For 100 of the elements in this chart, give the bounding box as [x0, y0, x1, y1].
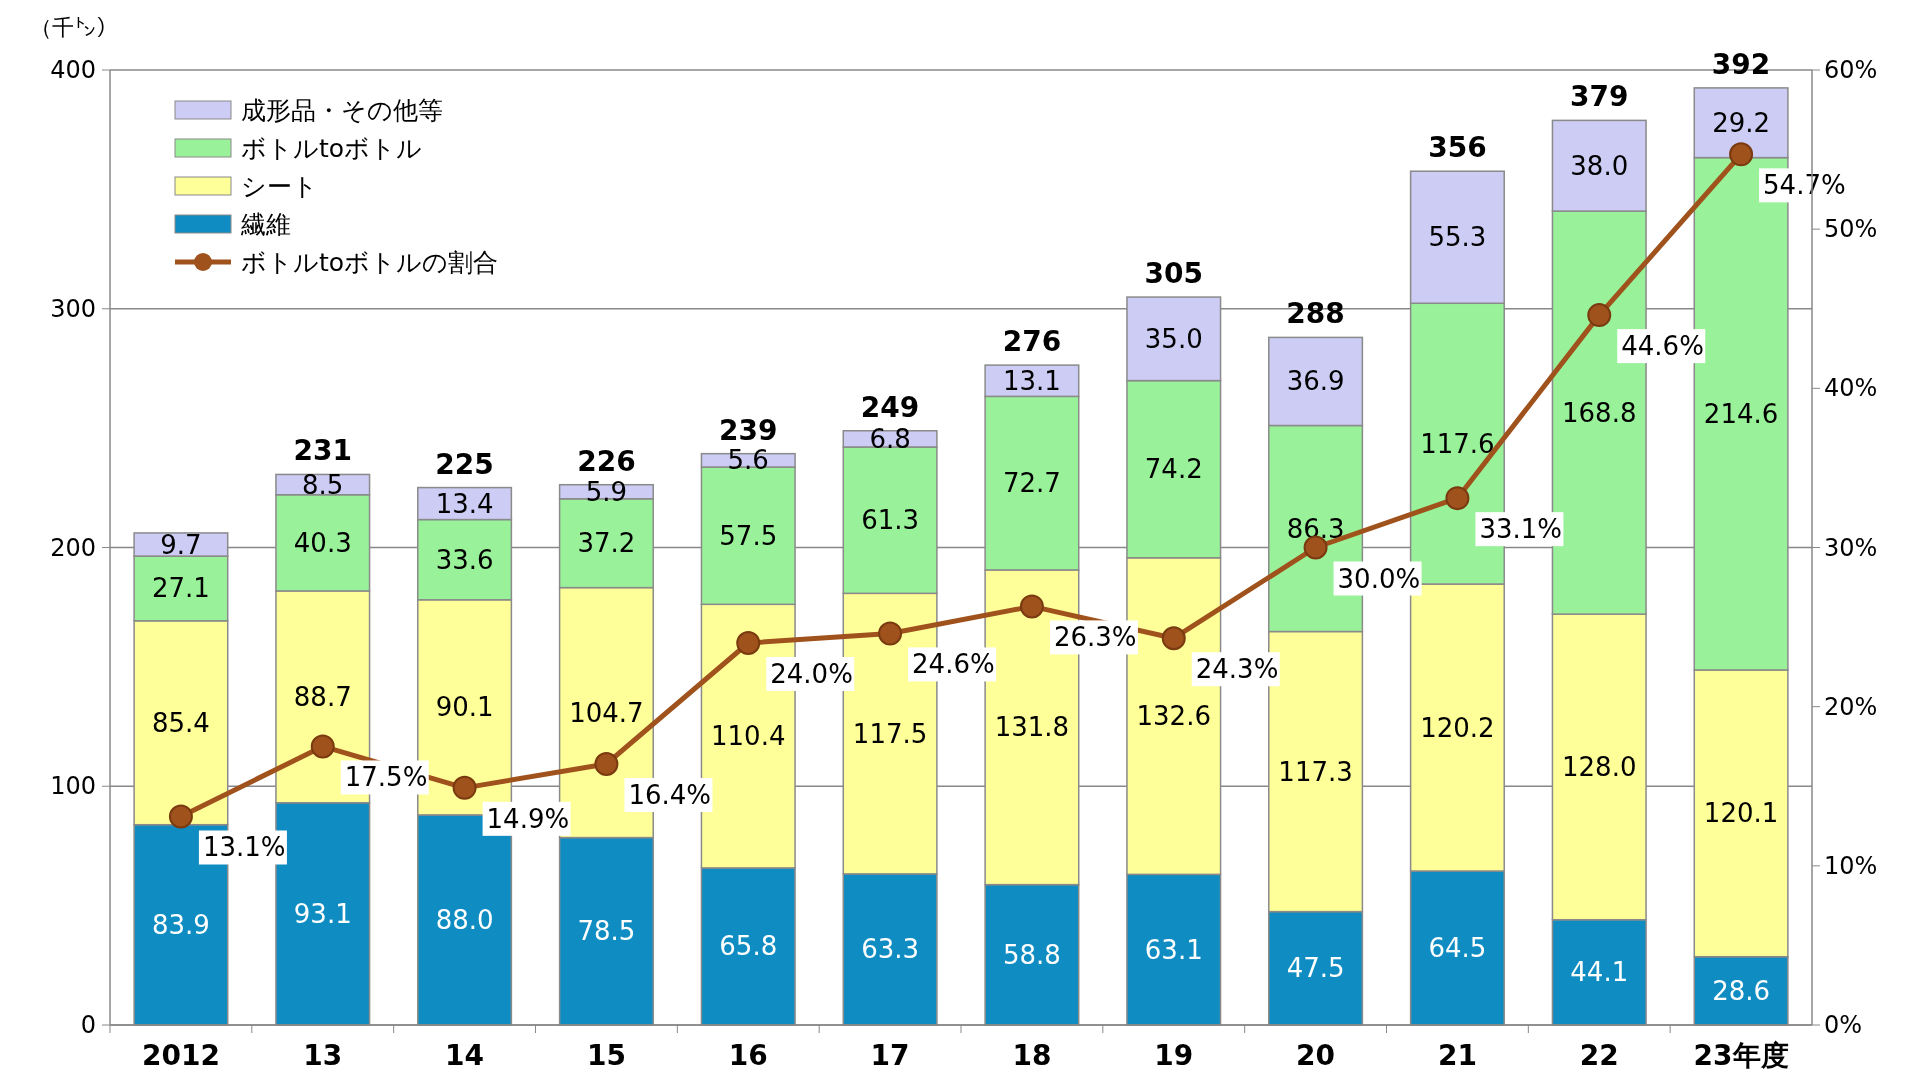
total-label: 239: [719, 413, 778, 447]
y2-tick-label: 0%: [1824, 1011, 1863, 1039]
x-tick-label: 14: [445, 1039, 485, 1072]
data-label: 5.9: [585, 476, 628, 507]
point: [1445, 486, 1470, 511]
data-label: 72.7: [1002, 468, 1061, 499]
data-label: 61.3: [861, 505, 920, 536]
y-tick-label: 300: [50, 294, 96, 323]
data-label: 65.8: [719, 931, 778, 962]
data-label: 16.4%: [628, 779, 712, 810]
y-axis-title: （千㌧）: [30, 15, 118, 40]
data-label: 27.1: [151, 573, 210, 604]
y-tick-label: 400: [50, 56, 96, 84]
x-tick-label: 15: [586, 1039, 626, 1072]
point: [168, 804, 193, 829]
data-label: 85.4: [151, 707, 210, 738]
x-tick-label: 22: [1579, 1039, 1619, 1072]
x-tick-label: 21: [1437, 1039, 1477, 1072]
data-label: 29.2: [1712, 107, 1771, 138]
data-label: 24.3%: [1195, 654, 1279, 685]
data-label: 83.9: [151, 909, 210, 940]
data-label: 13.4: [435, 488, 494, 519]
data-label: 55.3: [1428, 222, 1487, 253]
y2-tick-label: 10%: [1824, 851, 1878, 880]
total-label: 276: [1002, 325, 1062, 359]
data-label: 37.2: [577, 528, 636, 559]
x-tick-label: 13: [303, 1039, 343, 1072]
data-label: 35.0: [1144, 323, 1203, 354]
point: [736, 631, 761, 655]
data-label: 214.6: [1703, 398, 1779, 429]
total-label: 305: [1144, 257, 1203, 291]
total-label: 392: [1711, 47, 1771, 81]
data-label: 117.6: [1420, 428, 1495, 459]
data-label: 63.3: [861, 934, 920, 965]
y2-tick-label: 30%: [1824, 533, 1878, 562]
data-label: 14.9%: [486, 803, 570, 834]
data-label: 120.2: [1420, 712, 1495, 743]
y2-tick-label: 50%: [1824, 215, 1878, 244]
point: [878, 621, 903, 646]
y-tick-label: 0: [80, 1011, 96, 1039]
total-label: 288: [1286, 297, 1345, 331]
point: [452, 775, 477, 800]
data-label: 8.5: [302, 469, 344, 500]
data-label: 117.3: [1278, 756, 1353, 787]
x-tick-label: 19: [1154, 1039, 1194, 1072]
data-label: 24.6%: [912, 649, 995, 680]
point: [1161, 626, 1186, 651]
data-label: 132.6: [1136, 701, 1211, 732]
data-label: 64.5: [1428, 933, 1487, 963]
data-label: 40.3: [293, 527, 352, 558]
data-label: 131.8: [994, 712, 1070, 743]
y2-tick-label: 20%: [1824, 692, 1878, 721]
point: [594, 751, 619, 776]
total-label: 226: [577, 444, 636, 478]
data-label: 57.5: [719, 520, 778, 551]
y2-tick-label: 60%: [1824, 56, 1878, 84]
data-label: 47.5: [1286, 953, 1345, 984]
data-label: 104.7: [569, 697, 644, 728]
data-label: 44.1: [1570, 957, 1629, 988]
legend-label: ボトルtoボトル: [241, 134, 423, 163]
total-label: 231: [293, 434, 352, 468]
y2-tick-label: 40%: [1824, 374, 1878, 403]
data-label: 44.6%: [1621, 331, 1704, 362]
y-tick-label: 100: [50, 772, 96, 801]
x-tick-label: 23年度: [1693, 1039, 1789, 1072]
data-label: 13.1%: [202, 832, 286, 863]
data-label: 88.0: [435, 904, 494, 935]
point: [310, 734, 335, 759]
legend-label: 繊維: [240, 210, 291, 239]
data-label: 33.1%: [1479, 514, 1563, 545]
x-tick-label: 17: [870, 1039, 910, 1072]
data-label: 168.8: [1562, 397, 1637, 428]
data-label: 90.1: [435, 692, 494, 723]
data-label: 110.4: [711, 721, 786, 752]
total-label: 379: [1570, 80, 1629, 114]
point: [1729, 142, 1754, 167]
total-label: 225: [435, 447, 494, 481]
y-tick-label: 200: [50, 533, 96, 562]
data-label: 24.0%: [770, 659, 853, 689]
data-label: 86.3: [1286, 513, 1345, 544]
data-label: 78.5: [577, 916, 636, 947]
data-label: 58.8: [1002, 939, 1061, 970]
data-label: 63.1: [1144, 934, 1203, 965]
legend-label: ボトルtoボトルの割合: [241, 248, 499, 277]
data-label: 128.0: [1562, 751, 1637, 782]
data-label: 88.7: [293, 681, 352, 712]
data-label: 93.1: [293, 898, 352, 929]
data-label: 26.3%: [1053, 622, 1137, 653]
x-tick-label: 20: [1296, 1039, 1336, 1072]
x-tick-label: 18: [1012, 1039, 1052, 1072]
data-label: 17.5%: [344, 762, 428, 793]
legend-label: 成形品・その他等: [241, 96, 443, 125]
x-tick-label: 16: [728, 1039, 768, 1072]
data-label: 30.0%: [1337, 563, 1421, 594]
x-tick-label: 2012: [141, 1039, 220, 1072]
data-label: 120.1: [1703, 798, 1779, 829]
data-label: 117.5: [852, 718, 928, 749]
data-label: 54.7%: [1763, 170, 1846, 201]
point: [1587, 303, 1612, 328]
data-label: 5.6: [727, 445, 769, 476]
